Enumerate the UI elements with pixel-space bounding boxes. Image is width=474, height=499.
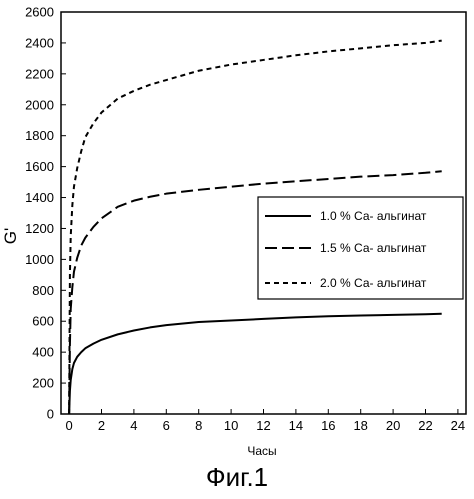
y-tick-label: 2600 bbox=[25, 5, 54, 20]
y-tick-label: 2400 bbox=[25, 35, 54, 50]
x-tick-label: 8 bbox=[195, 418, 202, 433]
legend: 1.0 % Са- альгинат 1.5 % Са- альгинат 2.… bbox=[258, 197, 463, 299]
x-tick-label: 4 bbox=[130, 418, 137, 433]
series-line-1 bbox=[69, 314, 442, 414]
x-tick-label: 20 bbox=[386, 418, 400, 433]
y-tick-label: 1600 bbox=[25, 159, 54, 174]
x-axis-title: Часы bbox=[247, 444, 276, 458]
legend-label-1: 1.0 % Са- альгинат bbox=[320, 209, 427, 223]
y-tick-label: 400 bbox=[32, 345, 54, 360]
x-tick-label: 0 bbox=[65, 418, 72, 433]
y-tick-label: 1400 bbox=[25, 190, 54, 205]
x-tick-label: 12 bbox=[256, 418, 270, 433]
y-tick-label: 800 bbox=[32, 283, 54, 298]
y-tick-label: 1200 bbox=[25, 221, 54, 236]
x-tick-label: 6 bbox=[163, 418, 170, 433]
x-tick-label: 16 bbox=[321, 418, 335, 433]
y-tick-label: 2000 bbox=[25, 97, 54, 112]
y-axis-title: G' bbox=[1, 228, 20, 244]
y-tick-label: 1000 bbox=[25, 252, 54, 267]
y-tick-label: 600 bbox=[32, 314, 54, 329]
x-tick-label: 10 bbox=[224, 418, 238, 433]
x-tick-label: 14 bbox=[289, 418, 303, 433]
x-tick-label: 2 bbox=[98, 418, 105, 433]
figure-caption: Фиг.1 bbox=[0, 462, 474, 492]
chart: 0246810121416182022240200400600800100012… bbox=[0, 0, 474, 462]
legend-label-3: 2.0 % Са- альгинат bbox=[320, 276, 427, 290]
x-tick-label: 22 bbox=[418, 418, 432, 433]
y-tick-label: 0 bbox=[47, 407, 54, 422]
y-tick-label: 1800 bbox=[25, 128, 54, 143]
x-tick-label: 24 bbox=[451, 418, 465, 433]
legend-label-2: 1.5 % Са- альгинат bbox=[320, 241, 427, 255]
y-tick-label: 200 bbox=[32, 376, 54, 391]
x-tick-label: 18 bbox=[353, 418, 367, 433]
y-tick-label: 2200 bbox=[25, 66, 54, 81]
